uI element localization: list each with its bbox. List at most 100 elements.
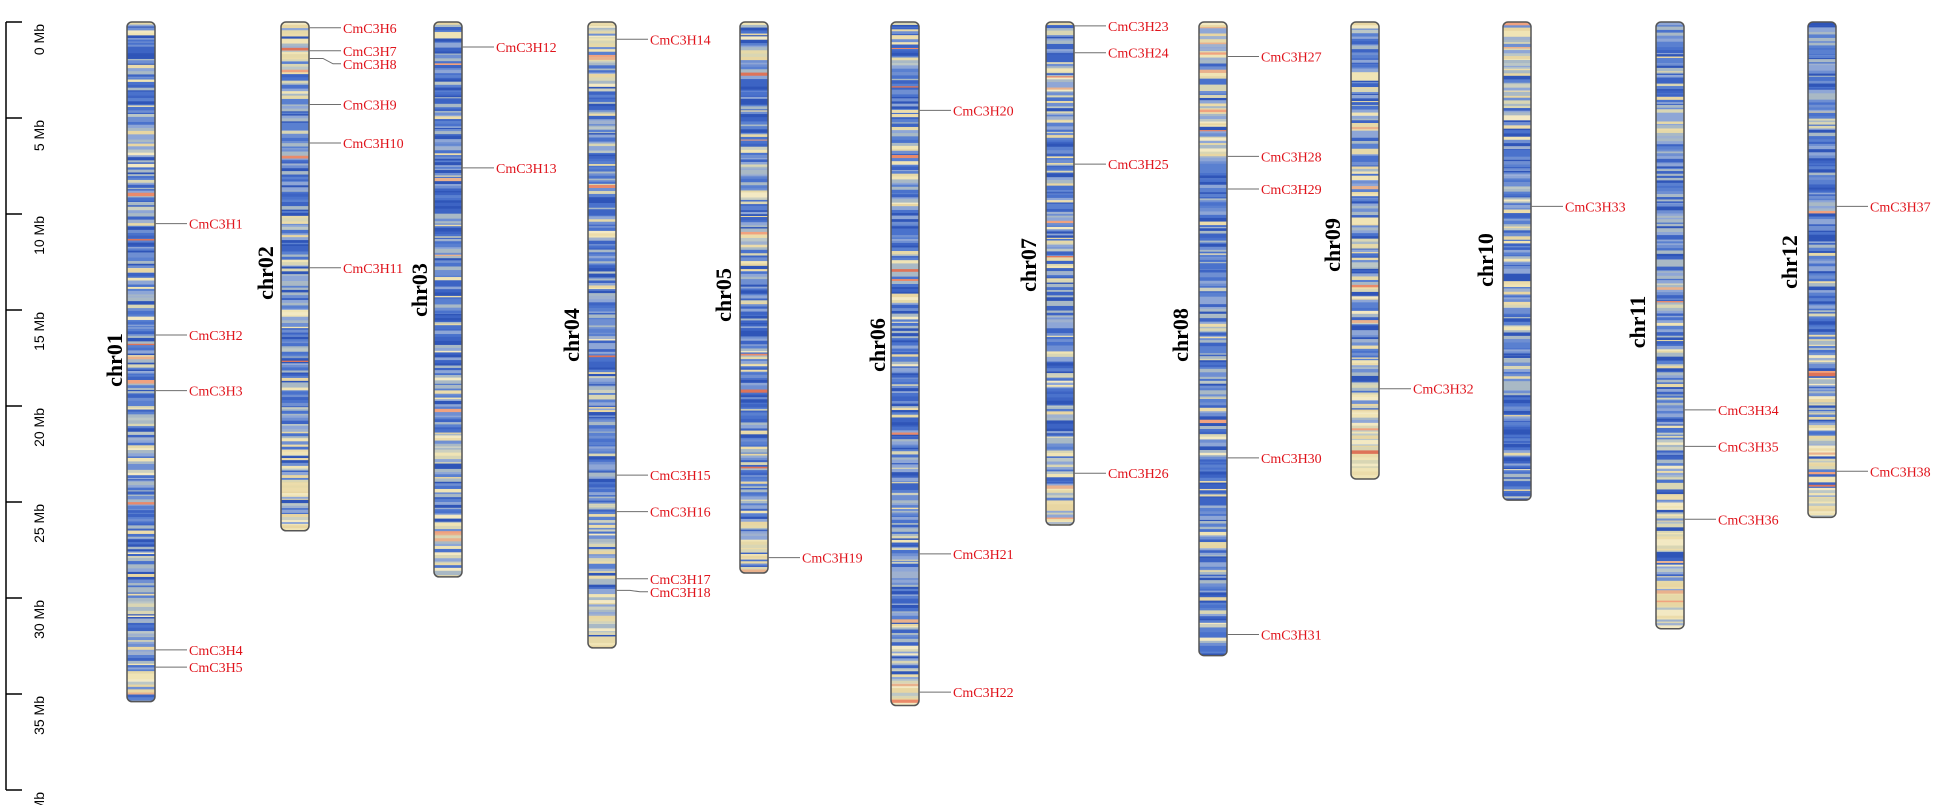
axis-tick-label: 15 Mb xyxy=(31,312,47,351)
chromosome-label: chr06 xyxy=(865,318,890,372)
gene-label: CmC3H2 xyxy=(189,329,243,344)
chromosome-outline xyxy=(433,21,463,578)
chromosome-density-bands xyxy=(1199,22,1227,656)
chromosome-density-bands xyxy=(740,22,768,574)
gene-label: CmC3H20 xyxy=(953,104,1014,119)
gene-label: CmC3H12 xyxy=(496,41,557,56)
chromosome-outline xyxy=(1807,21,1837,519)
gene-leader-line xyxy=(309,57,341,65)
gene-label: CmC3H26 xyxy=(1108,467,1169,482)
chromosome-label: chr12 xyxy=(1777,235,1802,289)
chromosome-label: chr02 xyxy=(253,246,278,300)
chromosome-chr12: chr12 CmC3H37 CmC3H38 xyxy=(1777,21,1931,519)
gene-label: CmC3H1 xyxy=(189,218,243,233)
gene-label: CmC3H35 xyxy=(1718,440,1779,455)
chromosome-chr05: chr05 CmC3H19 xyxy=(711,21,863,574)
gene-label: CmC3H5 xyxy=(189,661,243,676)
gene-label: CmC3H6 xyxy=(343,22,397,37)
chromosome-outline xyxy=(1198,21,1228,657)
chromosome-outline xyxy=(1502,21,1532,501)
chromosome-label: chr05 xyxy=(711,268,736,322)
gene-label: CmC3H16 xyxy=(650,506,711,521)
axis-tick-label: 0 Mb xyxy=(31,24,47,55)
chromosome-label: chr08 xyxy=(1168,308,1193,362)
axis-tick-label: 25 Mb xyxy=(31,504,47,543)
chromosome-outline xyxy=(890,21,920,707)
gene-label: CmC3H15 xyxy=(650,469,711,484)
chromosome-label: chr10 xyxy=(1473,233,1498,287)
chromosome-label: chr11 xyxy=(1625,296,1650,349)
chromosome-density-bands xyxy=(127,22,155,702)
gene-label: CmC3H30 xyxy=(1261,452,1322,467)
gene-label: CmC3H38 xyxy=(1870,465,1931,480)
gene-label: CmC3H32 xyxy=(1413,383,1474,398)
axis-tick-label: 30 Mb xyxy=(31,600,47,639)
axis-tick-label: 10 Mb xyxy=(31,216,47,255)
chromosome-outline xyxy=(739,21,769,574)
gene-label: CmC3H29 xyxy=(1261,183,1322,198)
chromosome-outline xyxy=(126,21,156,703)
gene-label: CmC3H24 xyxy=(1108,47,1169,62)
gene-label: CmC3H4 xyxy=(189,644,243,659)
gene-label: CmC3H22 xyxy=(953,686,1014,701)
chromosome-outline xyxy=(587,21,617,649)
chromosome-chr09: chr09 CmC3H32 xyxy=(1320,21,1474,480)
gene-label: CmC3H17 xyxy=(650,573,711,588)
axis-tick-label: 35 Mb xyxy=(31,696,47,735)
gene-label: CmC3H34 xyxy=(1718,404,1779,419)
gene-label: CmC3H37 xyxy=(1870,200,1931,215)
chromosome-outline xyxy=(280,21,310,532)
gene-label: CmC3H18 xyxy=(650,586,711,601)
chromosome-density-bands xyxy=(1656,22,1684,629)
chromosome-outline xyxy=(1655,21,1685,630)
chromosome-chr07: chr07 CmC3H23 CmC3H24 CmC3H25 CmC3H26 xyxy=(1016,20,1169,526)
chromosome-chr06: chr06 CmC3H20 CmC3H21 CmC3H22 xyxy=(865,21,1014,707)
gene-label: CmC3H7 xyxy=(343,45,397,60)
gene-label: CmC3H36 xyxy=(1718,513,1779,528)
axis-tick-label: 40 Mb xyxy=(31,792,47,805)
chromosome-density-bands xyxy=(1808,22,1836,518)
gene-label: CmC3H9 xyxy=(343,99,397,114)
chromosome-chr03: chr03 CmC3H12 CmC3H13 xyxy=(407,21,557,578)
scale-axis: 0 Mb 5 Mb 10 Mb 15 Mb 20 Mb 25 Mb 30 Mb 35 Mb 40… xyxy=(5,21,47,805)
axis-tick-label: 20 Mb xyxy=(31,408,47,447)
chromosome-label: chr09 xyxy=(1320,218,1345,272)
gene-label: CmC3H8 xyxy=(343,58,397,73)
chromosome-chr01: chr01 CmC3H1 CmC3H2 CmC3H3 CmC3H4 CmC3H5 xyxy=(102,21,243,703)
chromosome-outline xyxy=(1045,21,1075,526)
chromosome-chr10: chr10 CmC3H33 xyxy=(1473,21,1626,501)
gene-label: CmC3H13 xyxy=(496,162,557,177)
gene-label: CmC3H21 xyxy=(953,548,1014,563)
gene-leader-line xyxy=(616,589,648,593)
gene-label: CmC3H31 xyxy=(1261,628,1322,643)
axis-tick-label: 5 Mb xyxy=(31,120,47,151)
chromosome-density-bands xyxy=(891,22,919,706)
chromosome-density-bands xyxy=(434,22,462,577)
gene-label: CmC3H3 xyxy=(189,385,243,400)
chromosome-chr08: chr08 CmC3H27 CmC3H28 CmC3H29 CmC3H30 CmC3H31 xyxy=(1168,21,1322,657)
chromosome-outline xyxy=(1350,21,1380,480)
gene-label: CmC3H33 xyxy=(1565,200,1626,215)
chromosomes-group: chr01 CmC3H1 CmC3H2 CmC3H3 CmC3H4 CmC3H5 chr02… xyxy=(102,20,1931,707)
chromosome-label: chr04 xyxy=(559,308,584,362)
chromosome-label: chr01 xyxy=(102,333,127,387)
chromosome-label: chr03 xyxy=(407,263,432,317)
chromosome-density-bands xyxy=(1351,22,1379,479)
gene-label: CmC3H27 xyxy=(1261,51,1322,66)
gene-label: CmC3H25 xyxy=(1108,158,1169,173)
chromosome-density-bands xyxy=(588,22,616,648)
chromosome-density-bands xyxy=(1046,22,1074,526)
chromosome-density-bands xyxy=(1503,22,1531,501)
chromosome-chr11: chr11 CmC3H34 CmC3H35 CmC3H36 xyxy=(1625,21,1779,630)
gene-label: CmC3H14 xyxy=(650,33,711,48)
chromosome-density-bands xyxy=(281,22,309,531)
chromosome-label: chr07 xyxy=(1016,238,1041,292)
gene-label: CmC3H19 xyxy=(802,552,863,567)
gene-label: CmC3H10 xyxy=(343,137,404,152)
gene-label: CmC3H23 xyxy=(1108,20,1169,35)
gene-label: CmC3H11 xyxy=(343,262,403,277)
gene-label: CmC3H28 xyxy=(1261,150,1322,165)
